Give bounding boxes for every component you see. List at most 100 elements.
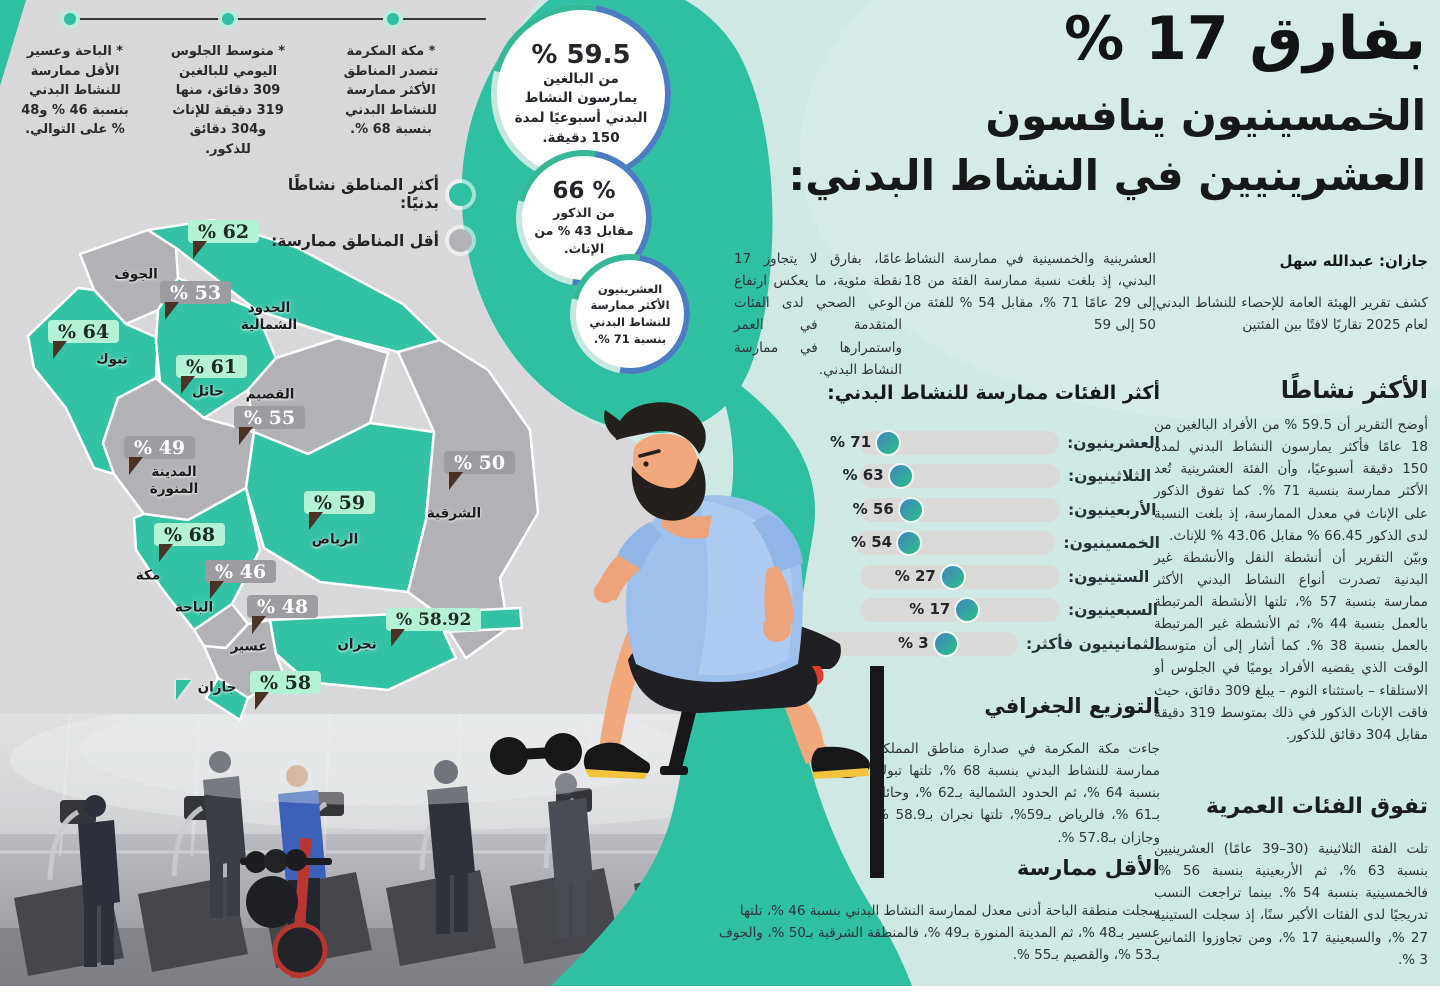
intro-col-3: عامًا، بفارق لا يتجاوز 17 نقطة مئوية، ما… [734, 251, 902, 378]
chart-row-value: % 56 [852, 500, 894, 518]
chart-row-value: % 3 [897, 634, 929, 652]
stat-text: العشرينيون الأكثر ممارسة للنشاط البدني ب… [589, 281, 671, 346]
chart-row: الأربعينيون: % 56 [853, 497, 1160, 523]
callout-timeline [60, 10, 486, 29]
chart-thumb [932, 631, 959, 657]
chart-thumb [939, 564, 966, 590]
timeline-dot [218, 10, 238, 29]
map-label-jouf: الجوف [114, 266, 158, 283]
bottom-margin [0, 986, 1440, 996]
map-label-tabuk: تبوك [96, 351, 128, 368]
chart-row-label: الثمانينيون فأكثر: [1026, 635, 1160, 653]
region-jazan [204, 676, 250, 722]
map-label-jazan: جازان [197, 679, 237, 696]
stat-value: 66 % [552, 177, 616, 204]
chart-thumb [954, 597, 981, 623]
chart-row-value: % 17 [909, 600, 951, 618]
legend-label: أكثر المناطق نشاطًا بدنيًا: [287, 176, 439, 212]
intro-col-1: كشف تقرير الهيئة العامة للإحصاء للنشاط ا… [1156, 295, 1428, 334]
chart-track: % 54 [851, 530, 1056, 556]
map-chip-jazan: % 58 [250, 671, 322, 710]
map-chip-tabuk: % 64 [48, 320, 120, 359]
map-pin-jazan [176, 680, 191, 700]
callout-sitting-minutes: * متوسط الجلوس اليومي للبالغين 309 دقائق… [170, 44, 286, 157]
stat-text: من الذكور مقابل 43 % من الإناث. [534, 204, 634, 257]
chart-track: % 3 [818, 631, 1019, 657]
chart-thumb [896, 530, 923, 556]
section-body-geo: جاءت مكة المكرمة في صدارة مناطق المملكة … [876, 741, 1160, 846]
legend-dot-teal [449, 182, 472, 206]
callout-makkah: * مكة المكرمة تتصدر المناطق الأكثر ممارس… [343, 44, 439, 137]
chart-row-label: الستينيون: [1068, 568, 1150, 586]
map-label-hail: حائل [192, 383, 224, 400]
map-chip-makkah: % 68 [154, 523, 226, 562]
map-chip-northern-borders: % 62 [188, 220, 260, 259]
chart-thumb [897, 497, 924, 523]
section-body-least: سجلت منطقة الباحة أدنى معدل لممارسة النش… [718, 903, 1160, 964]
section-body-most-active: أوضح التقرير أن 59.5 % من الأفراد البالغ… [1154, 417, 1429, 743]
map-label-northern-borders: الحدود الشمالية [240, 300, 298, 333]
legend-label: أقل المناطق ممارسة: [271, 231, 439, 250]
byline: جازان: عبدالله سهل [1279, 252, 1428, 270]
map-label-madinah: المدينة المنورة [149, 464, 199, 497]
map-label-makkah: مكة [135, 567, 161, 584]
chart-thumb [875, 430, 902, 456]
stat-circle-twenties: العشرينيون الأكثر ممارسة للنشاط البدني ب… [576, 260, 684, 368]
chart-title: أكثر الفئات ممارسة للنشاط البدني: [827, 382, 1160, 404]
chart-row: الثلاثينيون: % 63 [843, 463, 1160, 489]
section-heading-most-active: الأكثر نشاطًا [1280, 376, 1428, 404]
chart-row-label: الأربعينيون: [1068, 501, 1157, 519]
map-label-riyadh: الرياض [311, 531, 359, 548]
chart-track: % 63 [843, 463, 1060, 489]
chart-row-label: الثلاثينيون: [1068, 467, 1152, 485]
chart-row: الثمانينيون فأكثر: % 3 [818, 631, 1160, 657]
map-chip-hail: % 61 [176, 355, 248, 394]
map-label-najran: نجران [337, 636, 377, 653]
chart-row-value: % 27 [894, 567, 936, 585]
chart-thumb [887, 463, 914, 489]
section-heading-geo: التوزيع الجغرافي [984, 694, 1160, 718]
section-heading-age-superiority: تفوق الفئات العمرية [1205, 794, 1428, 819]
map-label-asir: عسير [230, 638, 268, 655]
chart-row: الخمسينيون: % 54 [851, 530, 1160, 556]
chart-row: العشرينيون: % 71 [830, 430, 1160, 456]
chart-row: الستينيون: % 27 [860, 564, 1160, 590]
map-chip-najran: % 58.92 [386, 608, 482, 647]
stat-value: % 59.5 [531, 39, 631, 70]
chart-row-label: السبعينيون: [1068, 601, 1159, 619]
map-label-eastern: الشرقية [426, 505, 482, 522]
chart-row-label: الخمسينيون: [1063, 534, 1160, 552]
stat-text: من البالغين يمارسون النشاط البدني أسبوعي… [514, 70, 648, 146]
map-chip-jouf: % 53 [160, 281, 232, 320]
map-label-baha: الباحة [174, 599, 214, 616]
chart-row-value: % 71 [830, 433, 872, 451]
map-chip-madinah: % 49 [124, 436, 196, 475]
stat-circle-male-female: 66 % من الذكور مقابل 43 % من الإناث. [522, 156, 646, 280]
chart-row-label: العشرينيون: [1067, 434, 1160, 452]
map-chip-eastern: % 50 [444, 451, 516, 490]
legend-dot-gray [449, 229, 472, 252]
map-chip-asir: % 48 [247, 595, 319, 634]
weight-rack [240, 837, 332, 979]
legend-least-active: أقل المناطق ممارسة: [246, 229, 472, 252]
saudi-map: % 62 % 53 % 64 % 61 % 55 % 49 % 50 % 59 … [8, 218, 553, 723]
chart-track: % 27 [860, 564, 1060, 590]
map-chip-qassim: % 55 [234, 406, 306, 445]
intro-col-2: العشرينية والخمسينية في ممارسة النشاط ال… [904, 251, 1156, 334]
section-heading-least: الأقل ممارسة [1016, 856, 1160, 880]
page-title: بفارق 17 % [1064, 4, 1427, 74]
page-subtitle: الخمسينيون ينافسون العشرينيين في النشاط … [788, 91, 1426, 200]
section-body-age-superiority: تلت الفئة الثلاثينية (30–39 عامًا) العشر… [1154, 841, 1429, 968]
callout-least-regions: * الباحة وعسير الأقل ممارسة للنشاط البدن… [21, 44, 129, 137]
chart-track: % 56 [853, 497, 1060, 523]
map-label-qassim: القصيم [245, 386, 295, 403]
map-chip-baha: % 46 [205, 560, 277, 599]
chart-row-value: % 54 [850, 533, 893, 551]
chart-track: % 17 [860, 597, 1060, 623]
timeline-dot [60, 10, 80, 29]
timeline-dot [383, 10, 403, 29]
chart-track: % 71 [830, 430, 1060, 456]
chart-row-value: % 63 [842, 466, 884, 484]
chart-row: السبعينيون: % 17 [860, 597, 1160, 623]
